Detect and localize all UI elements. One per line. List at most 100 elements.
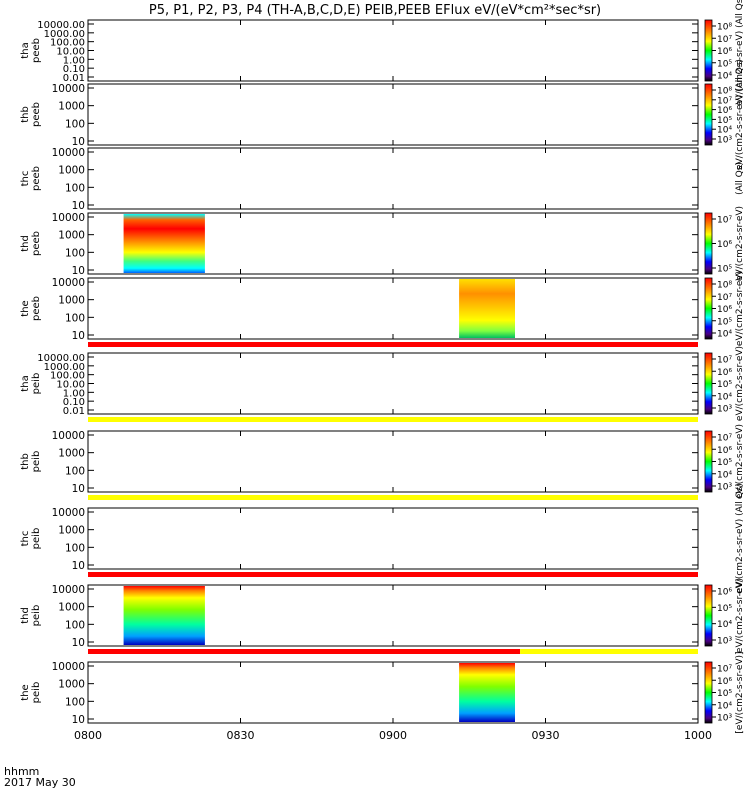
colorbar-tick-label: 10⁷ (717, 434, 732, 444)
y-tick-label: 10 (72, 136, 85, 148)
colorbar-label: eV/(cm2-s-sr-eV) (735, 271, 745, 346)
y-axis-label: peib (31, 528, 42, 550)
y-tick-label: 10 (72, 714, 85, 726)
y-tick-label: 100.00 (50, 38, 85, 49)
y-axis-label: the (20, 300, 31, 316)
quality-flag-bar (88, 417, 698, 422)
x-tick-label: 0900 (379, 729, 407, 742)
y-tick-label: 10000 (52, 430, 85, 442)
spectrogram-block (123, 586, 205, 645)
colorbar: 10⁸ 10⁷ 10⁶ 10⁵ 10⁴ eV/(cm2-s-sr-eV) (704, 271, 745, 346)
colorbar-tick-label: 10⁵ (717, 604, 732, 614)
y-tick-label: 1.00 (63, 388, 85, 399)
y-tick-label: 0.01 (63, 406, 85, 417)
colorbar: 10⁷ 10⁶ 10⁵ eV/(cm2-s-sr-eV) (704, 206, 745, 281)
y-tick-label: 100 (65, 696, 85, 708)
colorbar-scale (704, 19, 713, 82)
x-tick-label: 0800 (74, 729, 102, 742)
y-tick-label: 1000 (58, 448, 85, 460)
colorbar-tick-label: 10⁷ (717, 293, 732, 303)
colorbar-label: eV/(cm2-s-sr-eV) (All Qs) (735, 59, 745, 170)
panel-frame (87, 352, 699, 415)
y-tick-label: 10000.00 (37, 20, 85, 31)
y-axis-label: peeb (31, 231, 42, 256)
y-tick-label: 10000 (52, 584, 85, 596)
y-tick-label: 0.10 (63, 397, 85, 408)
y-tick-label: 10000 (52, 661, 85, 673)
y-tick-label: 0.10 (63, 64, 85, 75)
y-tick-label: 10000 (52, 212, 85, 224)
panel-frame (87, 430, 699, 493)
spectrogram-panel: 10000 1000 100 10 thb peib 10⁷ 10⁶ 10⁵ 10⁴ 10³ eV/(… (20, 424, 745, 499)
x-tick-label: 0830 (227, 729, 255, 742)
colorbar-tick-label: 10⁸ (717, 23, 732, 33)
colorbar-scale (704, 430, 713, 493)
colorbar-tick-label: 10⁴ (717, 392, 732, 402)
colorbar-label: eV/(cm2-s-sr-eV) (All Qs) (735, 0, 745, 106)
y-tick-label: 100 (65, 465, 85, 477)
y-axis-label: tha (20, 42, 31, 58)
y-axis-label: peib (31, 682, 42, 704)
colorbar-scale (704, 277, 713, 340)
y-tick-label: 100 (65, 118, 85, 130)
y-tick-label: 100 (65, 312, 85, 324)
colorbar-tick-label: 10⁶ (717, 446, 732, 456)
quality-flag-bar (520, 649, 698, 654)
quality-flag-bar (88, 495, 698, 500)
colorbar-tick-label: 10³ (717, 637, 732, 647)
spectrogram-panel: 10000 1000 100 10 thd peib 10⁶ 10⁵ 10⁴ 10³ eV/(cm2… (20, 578, 745, 653)
colorbar-tick-label: 10³ (717, 136, 732, 146)
y-tick-label: 1000 (58, 295, 85, 307)
spectrogram-panel: 10000 1000 100 10 thc peeb (All Qs) (20, 147, 745, 212)
colorbar-tick-label: 10⁵ (717, 116, 732, 126)
quality-flag-bar (88, 572, 698, 577)
spectrogram-panel: 10000 1000 100 10 the peib 10⁷ 10⁶ 10⁵ 10⁴ 10³ [eV/… (20, 651, 745, 733)
colorbar-scale (704, 212, 713, 275)
colorbar: 10⁷ 10⁶ 10⁵ 10⁴ 10³ [eV/(cm2-s-sr-eV)] (704, 651, 745, 734)
y-tick-label: 10 (72, 483, 85, 495)
panels-group: 10000.001000.00100.0010.001.000.100.01th… (20, 0, 745, 734)
y-tick-label: 100.00 (50, 371, 85, 382)
colorbar-label: eV/(cm2-s-sr-eV) (735, 206, 745, 281)
colorbar-tick-label: 10⁵ (717, 265, 732, 275)
y-axis-label: peib (31, 605, 42, 627)
colorbar-tick-label: 10⁵ (717, 380, 732, 390)
colorbar: 10⁶ 10⁵ 10⁴ 10³ eV/(cm2-s-sr-eV) (704, 578, 745, 653)
colorbar-tick-label: 10⁶ (717, 47, 732, 57)
time-axis: 0800 0830 0900 0930 1000 (74, 729, 712, 742)
colorbar-tick-label: 10⁶ (717, 305, 732, 315)
y-axis-label: thb (20, 106, 31, 123)
y-axis-label: peeb (31, 296, 42, 321)
panel-frame (87, 507, 699, 570)
y-tick-label: 10000.00 (37, 353, 85, 364)
colorbar-label: eV/(cm2-s-sr-eV) (735, 424, 745, 499)
y-axis-label: the (20, 684, 31, 700)
x-tick-label: 0930 (532, 729, 560, 742)
quality-flag-bar (88, 649, 521, 654)
y-axis-label: peeb (31, 102, 42, 127)
spectrogram-panel: 10000 1000 100 10 thc peib eV/(cm2-s-sr-eV) (A… (20, 483, 745, 594)
y-tick-label: 10 (72, 200, 85, 212)
colorbar-scale (704, 352, 713, 415)
colorbar-scale (704, 584, 713, 647)
colorbar-tick-label: 10⁷ (717, 665, 732, 675)
colorbar-label: [eV/(cm2-s-sr-eV)] (735, 651, 745, 733)
colorbar-label: (All Qs) (735, 162, 745, 195)
panel-frame (87, 661, 699, 724)
colorbar-tick-label: 10⁶ (717, 106, 732, 116)
colorbar-tick-label: 10⁴ (717, 126, 732, 136)
colorbar: 10⁷ 10⁶ 10⁵ 10⁴ 10³ eV/(cm2-s-sr-eV) (704, 346, 745, 421)
colorbar-tick-label: 10⁷ (717, 96, 732, 106)
y-tick-label: 10.00 (56, 380, 85, 391)
y-tick-label: 10000 (52, 147, 85, 159)
panel-frame (87, 277, 699, 340)
x-tick-label: 1000 (684, 729, 712, 742)
y-tick-label: 1000 (58, 679, 85, 691)
spectrogram-panel: 10000 1000 100 10 thd peeb 10⁷ 10⁶ 10⁵ eV/(cm2-s-… (20, 206, 745, 281)
colorbar-tick-label: 10⁴ (717, 470, 732, 480)
spectrogram-block (459, 279, 515, 338)
